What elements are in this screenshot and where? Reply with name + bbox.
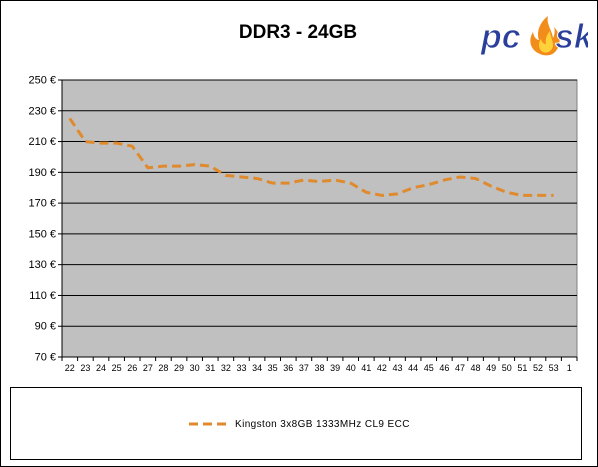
pcosk-logo: pc sk	[480, 16, 588, 57]
chart-title: DDR3 - 24GB	[238, 22, 358, 43]
y-tick-label: 210 €	[28, 136, 56, 148]
x-tick-label: 52	[533, 363, 543, 373]
plot-area	[61, 79, 578, 358]
x-tick-label: 40	[346, 363, 356, 373]
legend: Kingston 3x8GB 1333MHz CL9 ECC	[10, 387, 582, 460]
y-tick-label: 230 €	[28, 105, 56, 117]
x-tick-label: 42	[377, 363, 387, 373]
series-line	[68, 117, 554, 197]
x-tick-label: 33	[236, 363, 246, 373]
x-tick-label: 53	[549, 363, 559, 373]
y-tick-label: 70 €	[35, 352, 56, 364]
y-axis: 70 € 90 € 110 € 130 € 150 € 170 € 190 € 210 € 23…	[28, 75, 63, 364]
svg-text:pc: pc	[480, 18, 521, 56]
x-tick-label: 28	[158, 363, 168, 373]
gridlines	[62, 79, 577, 327]
x-tick-label: 41	[361, 363, 371, 373]
x-tick-label: 27	[143, 363, 153, 373]
legend-swatch	[189, 422, 231, 426]
x-tick-label: 45	[424, 363, 434, 373]
x-tick-label: 36	[283, 363, 293, 373]
series-layer	[68, 117, 554, 197]
x-tick-label: 26	[127, 363, 137, 373]
x-tick-label: 44	[408, 363, 418, 373]
x-axis: 22 23 24 25 26 27 28 29 30 31 32 33 34 35 36 37 38 39 40 41…	[61, 356, 578, 373]
y-tick-label: 170 €	[28, 198, 56, 210]
legend-entry: Kingston 3x8GB 1333MHz CL9 ECC	[189, 415, 410, 433]
x-tick-label: 35	[268, 363, 278, 373]
x-tick-label: 37	[299, 363, 309, 373]
x-tick-label: 50	[502, 363, 512, 373]
x-tick-label: 25	[112, 363, 122, 373]
x-tick-label: 46	[439, 363, 449, 373]
x-tick-label: 22	[65, 363, 75, 373]
x-tick-label: 39	[330, 363, 340, 373]
x-tick-label: 38	[314, 363, 324, 373]
x-tick-label: 43	[393, 363, 403, 373]
x-tick-label: 24	[96, 363, 106, 373]
y-tick-label: 90 €	[35, 321, 56, 333]
y-tick-label: 150 €	[28, 228, 56, 240]
x-tick-label: 47	[455, 363, 465, 373]
y-tick-label: 250 €	[28, 75, 56, 87]
x-tick-label: 51	[517, 363, 527, 373]
svg-text:sk: sk	[555, 18, 588, 56]
y-tick-label: 190 €	[28, 167, 56, 179]
x-tick-label: 49	[486, 363, 496, 373]
x-tick-label: 48	[471, 363, 481, 373]
flame-icon	[530, 16, 560, 56]
x-tick-label: 23	[80, 363, 90, 373]
legend-label: Kingston 3x8GB 1333MHz CL9 ECC	[235, 418, 410, 430]
x-tick-label: 1	[567, 363, 572, 373]
x-tick-label: 32	[221, 363, 231, 373]
y-tick-label: 110 €	[29, 290, 56, 302]
x-tick-label: 31	[205, 363, 215, 373]
x-tick-label: 30	[190, 363, 200, 373]
y-tick-label: 130 €	[28, 259, 56, 271]
x-tick-label: 34	[252, 363, 262, 373]
x-tick-label: 29	[174, 363, 184, 373]
